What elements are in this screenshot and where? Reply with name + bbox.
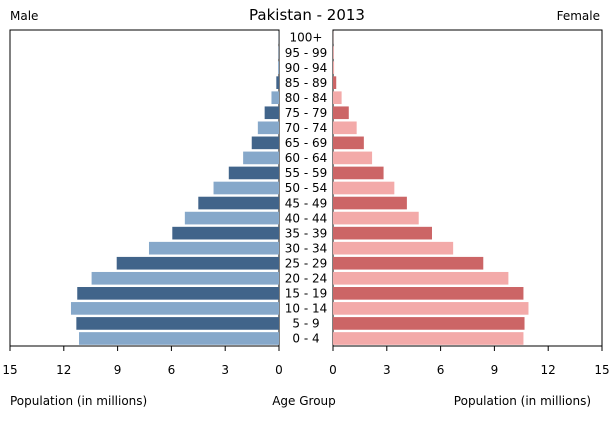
male-bar: [172, 226, 279, 240]
age-group-label: 30 - 34: [285, 241, 328, 255]
age-group-label: 65 - 69: [285, 136, 328, 150]
male-bar: [184, 211, 279, 225]
male-bar: [243, 151, 279, 165]
male-bar: [198, 196, 279, 210]
age-group-label: 55 - 59: [285, 166, 328, 180]
tick-label: 9: [491, 363, 499, 377]
tick-label: 9: [114, 363, 122, 377]
male-bar: [77, 287, 279, 300]
female-label: Female: [557, 9, 600, 23]
tick-label: 3: [221, 363, 229, 377]
female-bar: [333, 196, 407, 210]
tick-label: 3: [383, 363, 391, 377]
age-group-axis-title: Age Group: [272, 394, 336, 408]
age-group-label: 45 - 49: [285, 196, 328, 210]
female-bar: [333, 76, 337, 89]
tick-label: 15: [2, 363, 17, 377]
female-bar: [333, 241, 454, 255]
age-group-label: 40 - 44: [285, 211, 328, 225]
age-group-label: 70 - 74: [285, 121, 328, 135]
age-group-label: 15 - 19: [285, 287, 328, 301]
male-bar: [276, 76, 279, 89]
male-bar: [148, 241, 279, 255]
male-bar: [278, 61, 279, 74]
male-bar: [116, 256, 279, 270]
chart-title: Pakistan - 2013: [249, 6, 365, 24]
male-bar: [70, 302, 279, 315]
female-axis-ticks: 0 3 6 9 12 15: [329, 346, 610, 377]
age-group-label: 75 - 79: [285, 106, 328, 120]
male-bar: [251, 136, 279, 150]
age-group-label: 60 - 64: [285, 151, 328, 165]
male-bars: [70, 31, 279, 345]
female-bar: [333, 332, 524, 345]
age-group-label: 0 - 4: [292, 332, 319, 346]
female-bar: [333, 181, 395, 195]
male-bar: [228, 166, 279, 180]
tick-label: 0: [329, 363, 337, 377]
female-bar: [333, 271, 509, 285]
age-group-label: 95 - 99: [285, 46, 328, 60]
male-label: Male: [10, 9, 38, 23]
age-group-label: 100+: [290, 31, 323, 45]
tick-label: 6: [168, 363, 176, 377]
female-bar: [333, 256, 484, 270]
female-bar: [333, 287, 524, 300]
tick-label: 0: [275, 363, 283, 377]
female-bar: [333, 166, 384, 180]
female-bars: [333, 31, 529, 345]
age-group-label: 25 - 29: [285, 256, 328, 270]
female-bar: [333, 91, 342, 105]
age-group-label: 50 - 54: [285, 181, 328, 195]
tick-label: 15: [594, 363, 609, 377]
female-bar: [333, 211, 419, 225]
male-bar: [79, 332, 279, 345]
age-group-label: 85 - 89: [285, 76, 328, 90]
female-bar: [333, 151, 373, 165]
female-bar: [333, 136, 364, 150]
age-group-label: 20 - 24: [285, 271, 328, 285]
male-bar: [213, 181, 279, 195]
age-group-label: 35 - 39: [285, 226, 328, 240]
female-bar: [333, 106, 349, 120]
male-axis-title: Population (in millions): [10, 394, 147, 408]
male-bar: [91, 271, 279, 285]
age-group-label: 5 - 9: [292, 317, 319, 331]
female-bar: [333, 61, 335, 74]
age-group-label: 10 - 14: [285, 302, 328, 316]
male-bar: [76, 317, 279, 330]
female-bar: [333, 46, 334, 59]
male-axis-ticks: 15 12 9 6 3 0: [2, 346, 283, 377]
male-bar: [257, 121, 279, 135]
female-bar: [333, 226, 432, 240]
female-bar: [333, 317, 525, 330]
male-bar: [264, 106, 279, 120]
age-group-label: 80 - 84: [285, 91, 328, 105]
male-bar: [271, 91, 279, 105]
female-bar: [333, 121, 357, 135]
tick-label: 12: [541, 363, 556, 377]
age-group-label: 90 - 94: [285, 61, 328, 75]
female-axis-title: Population (in millions): [454, 394, 591, 408]
tick-label: 6: [437, 363, 445, 377]
tick-label: 12: [56, 363, 71, 377]
female-bar: [333, 302, 529, 315]
